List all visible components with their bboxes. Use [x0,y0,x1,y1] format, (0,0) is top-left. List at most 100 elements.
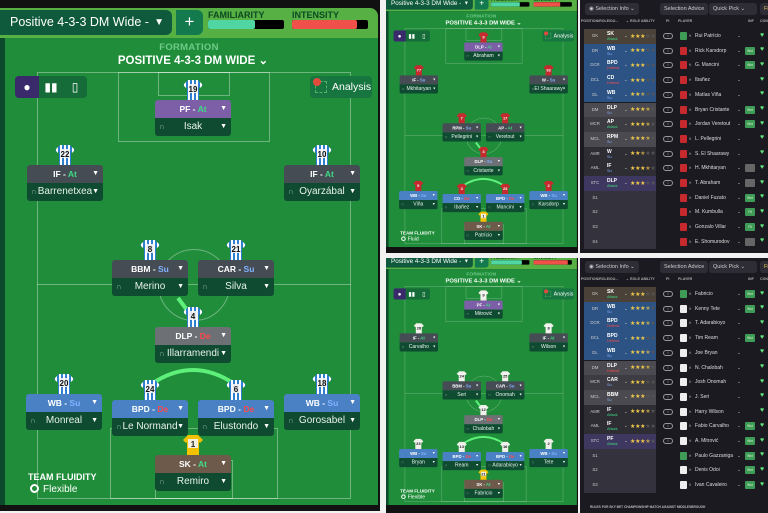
player-instructions-icon[interactable]: i [663,150,673,157]
role-selector[interactable]: CAR - Su ▼ [485,381,525,391]
player-selector[interactable]: ∩ Ibañez ▼ [442,203,481,213]
player-row[interactable]: MCR AP Attack ⌄ ★★★★★ i ft Jordan Vereto… [580,117,768,132]
chevron-down-icon[interactable]: ⌄ [624,121,628,127]
role[interactable]: WB [607,303,616,310]
role[interactable]: BBM [607,391,619,398]
player-name[interactable]: E. Shomurodov [695,238,730,245]
chevron-down-icon[interactable]: ⌄ [737,335,741,341]
chevron-down-icon[interactable]: ⌄ [737,482,741,488]
player-name[interactable]: Ivan Cavaleiro [695,482,727,489]
chevron-down-icon[interactable]: ⌄ [624,106,628,112]
player-row[interactable]: MCR CAR Su ⌄ ★★★★★ i ft Josh Onomah ⌄ ♥ [580,375,768,390]
header-position[interactable]: POSITION/ROLE/DU... [581,19,619,23]
player-instructions-icon[interactable]: i [663,335,673,342]
formation-selector[interactable]: POSITIVE 4-3-3 DM WIDE ⌄ [117,55,269,67]
chevron-down-icon[interactable]: ⌄ [624,77,628,83]
header-con[interactable]: CON [760,277,768,281]
chevron-down-icon[interactable]: ⌄ [624,135,628,141]
role[interactable]: WB [607,89,616,96]
role[interactable]: DLP [607,104,617,111]
player-selector[interactable]: ∩ Pellegrini ▼ [442,132,481,142]
player-row[interactable]: S3 ft Ivan Cavaleiro ⌄ Wnt ♥ [580,478,768,493]
player-selector[interactable]: ∩ Gorosabel ▼ [284,412,360,430]
player-instructions-icon[interactable]: i [663,77,673,84]
header-pi[interactable]: PI [666,277,670,281]
player-row[interactable]: AML IF Su ⌄ ★★★★★ i ft H. Mkhitaryan ⌄ ♥ [580,161,768,176]
chevron-down-icon[interactable]: ⌄ [737,238,741,244]
player-row[interactable]: S2 ft Denis Odoi ⌄ Wnt ♥ [580,463,768,479]
chevron-down-icon[interactable]: ⌄ [737,33,741,38]
analysis-button[interactable]: Analysis [310,76,372,98]
player-name[interactable]: Kenny Tete [695,305,720,312]
player-instructions-icon[interactable]: i [663,180,673,186]
player-view-icon[interactable]: ● [15,76,39,98]
player-selector[interactable]: ∩ Wilson ▼ [529,342,568,352]
header-pi[interactable]: PI [666,19,670,23]
role[interactable]: AP [607,119,614,126]
player-instructions-icon[interactable]: i [663,62,673,69]
intensity-bar[interactable] [533,260,572,265]
add-tactic-button[interactable]: + [176,10,203,35]
player-instructions-icon[interactable]: i [663,320,673,327]
chevron-down-icon[interactable]: ⌄ [737,165,741,171]
player-selector[interactable]: ∩ Remiro ▼ [155,473,231,491]
player-name[interactable]: H. Mkhitaryan [695,165,726,172]
selection-advice-button[interactable]: Selection Advice [660,261,709,273]
player-instructions-icon[interactable]: i [663,135,673,142]
header-player[interactable]: PLAYER [678,19,693,23]
familiarity-bar[interactable] [491,260,530,265]
role[interactable]: WB [607,45,616,52]
player-name[interactable]: L. Pellegrini [695,135,722,142]
player-name[interactable]: Joe Bryan [695,349,718,356]
player-name[interactable]: Rick Karsdorp [695,47,727,54]
chevron-down-icon[interactable]: ⌄ [624,423,628,429]
role-selector[interactable]: PF - At ▼ [155,100,231,118]
role[interactable]: W [607,148,612,155]
player-instructions-icon[interactable]: i [663,349,673,356]
player-selector[interactable]: ∩ Barrenetxea ▼ [27,183,103,201]
player-name[interactable]: Fabio Carvalho [695,423,729,430]
chevron-down-icon[interactable]: ⌄ [737,106,741,112]
chevron-down-icon[interactable]: ⌄ [737,150,741,156]
chevron-down-icon[interactable]: ⌄ [624,393,628,399]
role-selector[interactable]: WB - Su ▼ [26,394,102,412]
header-inf[interactable]: INF [748,19,754,23]
chevron-down-icon[interactable]: ⌄ [624,47,628,53]
player-selector[interactable]: ∩ Silva ▼ [198,278,274,296]
chevron-down-icon[interactable]: ⌄ [624,91,628,97]
player-name[interactable]: G. Mancini [695,62,719,69]
chevron-down-icon[interactable]: ⌄ [737,224,741,230]
chevron-down-icon[interactable]: ⌄ [624,364,628,370]
role-selector[interactable]: SK - At ▼ [464,479,503,489]
chevron-down-icon[interactable]: ⌄ [624,438,628,443]
player-row[interactable]: S4 ft E. Shomurodov ⌄ ♥ [580,234,768,250]
player-name[interactable]: N. Chalobah [695,364,723,371]
chevron-down-icon[interactable]: ⌄ [737,47,741,53]
player-row[interactable]: MCL RPM Su ⌄ ★★★★★ i ft L. Pellegrini ⌄ … [580,131,768,147]
role[interactable]: IF [607,163,612,170]
chevron-down-icon[interactable]: ⌄ [737,438,741,443]
role[interactable]: IF [607,421,612,428]
role[interactable]: BPD [607,333,618,340]
role-selector[interactable]: IF - At ▼ [399,333,439,343]
chevron-down-icon[interactable]: ⌄ [624,320,628,326]
player-row[interactable]: AML IF Attack ⌄ ★★★★★ i ft Fabio Carvalh… [580,419,768,434]
chevron-down-icon[interactable]: ⌄ [737,62,741,68]
selection-info-button[interactable]: ◉ Selection Info ⌄ [585,3,639,15]
player-selector[interactable]: ∩ Karsdorp ▼ [529,200,568,210]
filter-button[interactable]: Fi [760,3,768,15]
quick-pick-dropdown[interactable]: Quick Pick ⌄ [709,261,757,273]
role-selector[interactable]: SK - At ▼ [155,455,231,473]
analysis-button[interactable]: Analysis [542,30,574,42]
player-name[interactable]: T. Adarabioyo [695,320,726,327]
player-name[interactable]: Harry Wilson [695,408,724,415]
add-tactic-button[interactable]: + [474,0,489,10]
player-name[interactable]: Matías Viña [695,91,722,98]
role[interactable]: RPM [607,133,619,140]
player-instructions-icon[interactable]: i [663,408,673,415]
analysis-button[interactable]: Analysis [542,288,574,300]
player-instructions-icon[interactable]: i [663,305,673,312]
selection-advice-button[interactable]: Selection Advice [660,3,709,15]
role[interactable]: CAR [607,377,618,384]
player-row[interactable]: GK SK Attack ⌄ ★★★★★ i ft Rui Patrício ⌄… [580,29,768,44]
